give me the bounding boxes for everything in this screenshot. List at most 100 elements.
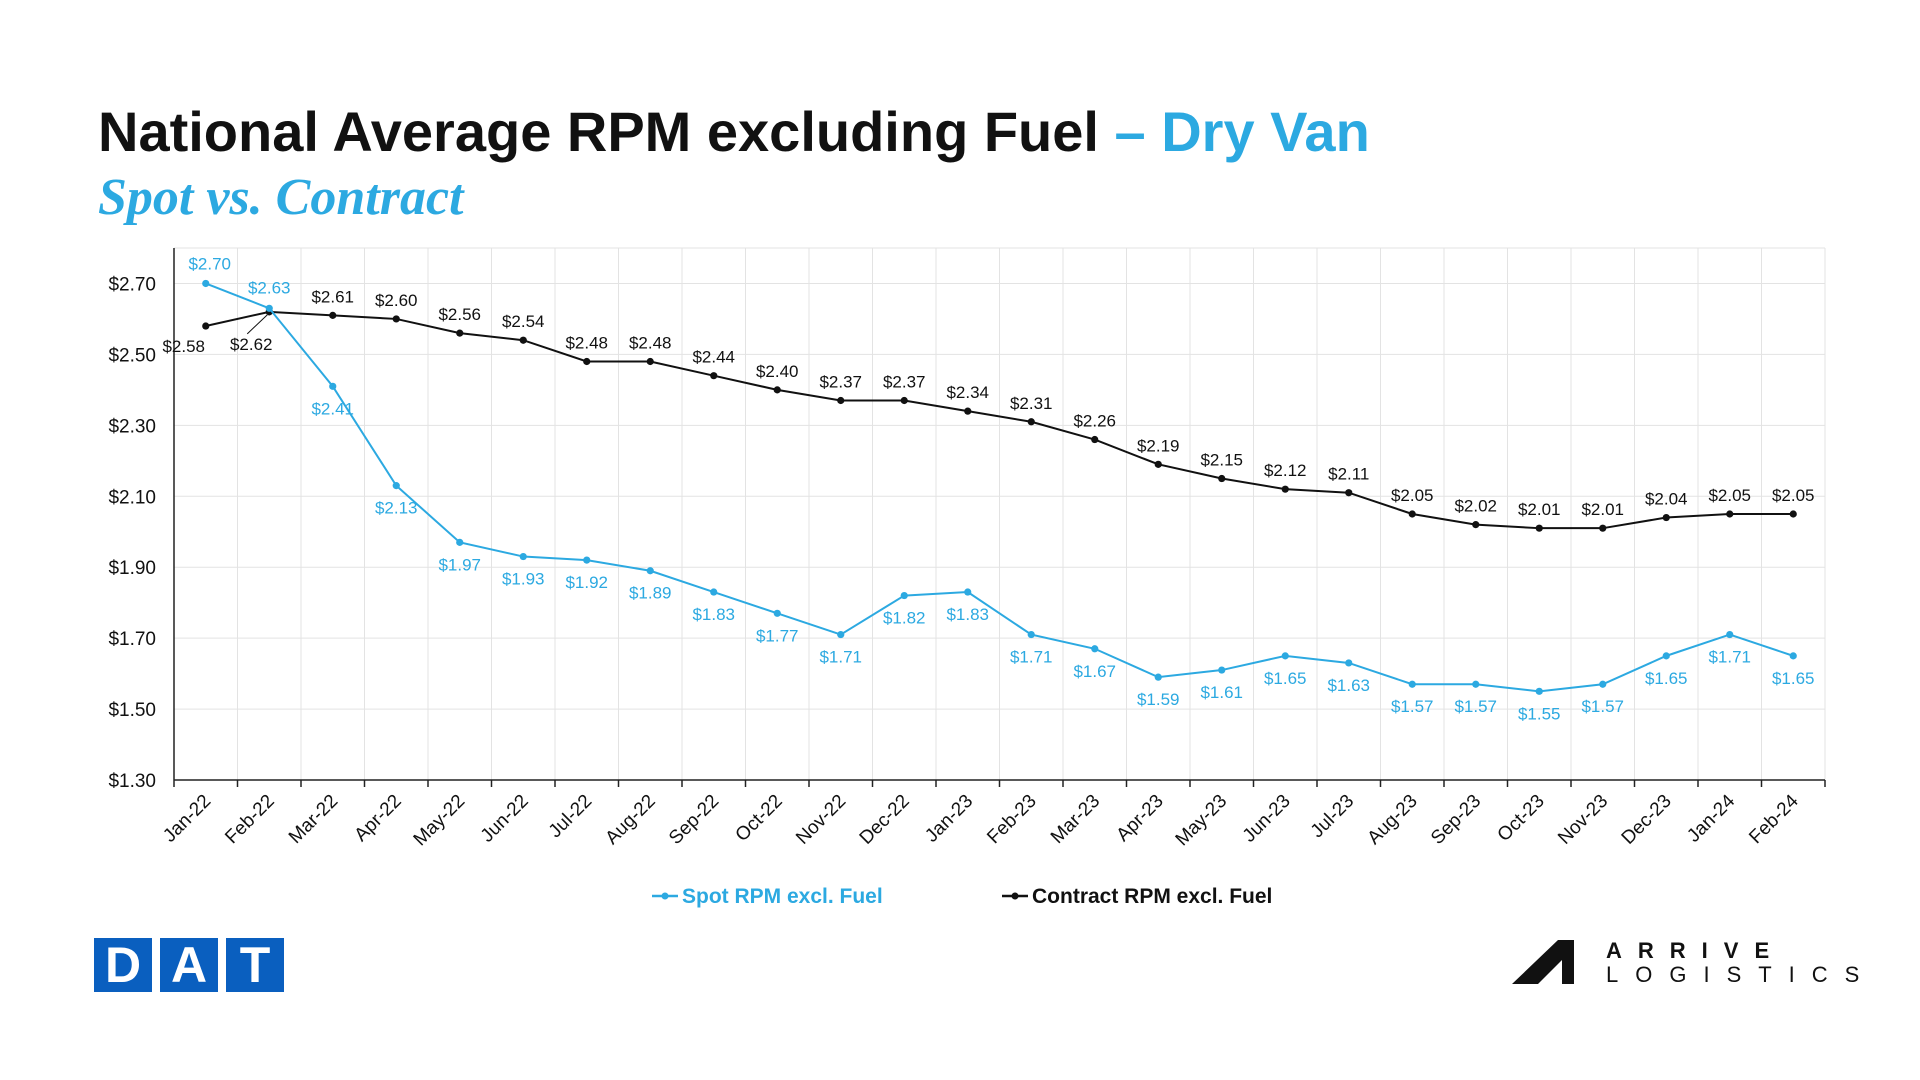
contract-data-label: $2.01 <box>1581 500 1624 519</box>
contract-data-label: $2.15 <box>1200 451 1243 470</box>
dat-logo-letter: D <box>94 938 152 992</box>
spot-data-label: $1.57 <box>1454 697 1497 716</box>
spot-data-label: $1.71 <box>1010 648 1053 667</box>
x-tick-label: Jun-23 <box>1239 791 1295 847</box>
spot-data-label: $1.63 <box>1327 676 1370 695</box>
chart-axes <box>173 248 1826 787</box>
spot-data-label: $1.83 <box>692 605 735 624</box>
page-subtitle: Spot vs. Contract <box>98 169 464 226</box>
x-tick-label: Jun-22 <box>477 791 533 847</box>
spot-series-point <box>1345 659 1353 667</box>
contract-data-label: $2.05 <box>1391 486 1434 505</box>
contract-data-label: $2.37 <box>819 373 862 392</box>
y-tick-label: $2.70 <box>108 274 156 295</box>
contract-series-point <box>1662 513 1670 522</box>
x-tick-label: May-23 <box>1172 791 1232 851</box>
x-tick-label: Nov-22 <box>792 791 850 849</box>
spot-series-point <box>265 304 273 312</box>
contract-series-point <box>837 396 845 405</box>
x-tick-label: Feb-24 <box>1745 790 1803 848</box>
y-tick-label: $1.70 <box>108 629 156 650</box>
x-tick-label: Dec-22 <box>856 791 914 849</box>
x-tick-label: Jan-22 <box>159 791 215 847</box>
spot-series-point <box>837 630 845 639</box>
spot-series-point <box>1599 680 1607 688</box>
spot-data-label: $2.13 <box>375 499 418 518</box>
x-tick-label: Sep-23 <box>1427 791 1485 849</box>
contract-data-label: $2.19 <box>1137 436 1180 455</box>
spot-series-point <box>202 279 210 288</box>
legend-spot-label: Spot RPM excl. Fuel <box>682 885 883 908</box>
x-tick-label: Jan-23 <box>921 791 977 847</box>
x-tick-label: Jul-22 <box>545 791 596 842</box>
x-tick-label: Nov-23 <box>1554 791 1612 849</box>
spot-series-point <box>519 552 527 561</box>
x-tick-label: Jul-23 <box>1307 791 1358 842</box>
x-tick-label: Apr-23 <box>1113 791 1168 846</box>
arrive-a-mark-icon <box>1512 940 1574 984</box>
title-main: National Average RPM excluding Fuel <box>98 100 1099 163</box>
contract-data-label: $2.12 <box>1264 461 1307 480</box>
spot-data-label: $1.71 <box>819 648 862 667</box>
contract-data-label: $2.02 <box>1454 497 1497 516</box>
y-tick-label: $1.30 <box>108 771 156 792</box>
arrive-logistics-logo: ARRIVE LOGISTICS <box>1510 938 1859 988</box>
x-tick-label: Jan-24 <box>1683 790 1739 846</box>
spot-data-label: $2.41 <box>311 399 354 418</box>
contract-data-label: $2.37 <box>883 373 926 392</box>
spot-series-line <box>205 282 1794 693</box>
x-tick-label: Sep-22 <box>665 791 723 849</box>
page-title: National Average RPM excluding Fuel – Dr… <box>98 100 1370 164</box>
contract-series-point <box>1408 510 1416 518</box>
chart-grid <box>173 247 1826 780</box>
contract-data-label: $2.05 <box>1708 486 1751 505</box>
spot-data-label: $2.70 <box>188 254 231 273</box>
x-tick-label: Mar-23 <box>1047 791 1104 848</box>
contract-data-label: $2.61 <box>311 287 354 306</box>
y-tick-label: $2.50 <box>108 345 156 366</box>
spot-data-label: $1.92 <box>565 573 608 592</box>
contract-series-point <box>519 336 527 344</box>
spot-series-point <box>773 609 781 617</box>
x-tick-label: Oct-23 <box>1494 791 1549 846</box>
spot-series-point <box>1535 687 1543 695</box>
x-tick-label: Oct-22 <box>732 791 787 846</box>
spot-data-label: $1.65 <box>1645 669 1688 688</box>
spot-series-point <box>456 538 464 546</box>
spot-series-point <box>1154 673 1162 681</box>
legend-contract-marker <box>1011 892 1019 900</box>
spot-data-label: $1.83 <box>946 605 989 624</box>
chart-legend: Spot RPM excl. Fuel Contract RPM excl. Fu… <box>652 885 1272 908</box>
contract-data-label: $2.05 <box>1772 486 1815 505</box>
contract-data-label: $2.26 <box>1073 412 1116 431</box>
spot-data-label: $1.77 <box>756 626 799 645</box>
spot-series-point <box>1027 630 1035 639</box>
x-tick-label: Feb-22 <box>221 791 278 848</box>
dat-logo-letter: T <box>226 938 284 992</box>
spot-series-point <box>1789 652 1797 660</box>
contract-data-label: $2.01 <box>1518 500 1561 519</box>
contract-series-point <box>1154 460 1162 468</box>
x-tick-label: Aug-22 <box>602 791 660 849</box>
contract-series-point <box>1281 485 1289 493</box>
y-tick-label: $2.10 <box>108 487 156 508</box>
contract-data-label: $2.48 <box>565 333 608 352</box>
spot-series-point <box>329 382 337 390</box>
contract-series-line <box>205 310 1794 530</box>
x-tick-label: Aug-23 <box>1364 791 1422 849</box>
x-tick-label: Mar-22 <box>285 791 342 848</box>
legend-spot-marker <box>661 892 669 900</box>
contract-data-label: $2.31 <box>1010 394 1053 413</box>
spot-data-label: $1.67 <box>1073 662 1116 681</box>
spot-data-label: $1.89 <box>629 584 672 603</box>
contract-data-label: $2.44 <box>692 348 735 367</box>
spot-data-label: $2.63 <box>248 278 291 297</box>
contract-data-label: $2.56 <box>438 305 481 324</box>
spot-series-point <box>964 588 972 596</box>
spot-series-point <box>583 556 591 564</box>
spot-series-point <box>1662 652 1670 660</box>
spot-series-point <box>1218 666 1226 674</box>
dat-logo: D A T <box>94 938 284 992</box>
contract-data-label: $2.54 <box>502 312 545 331</box>
